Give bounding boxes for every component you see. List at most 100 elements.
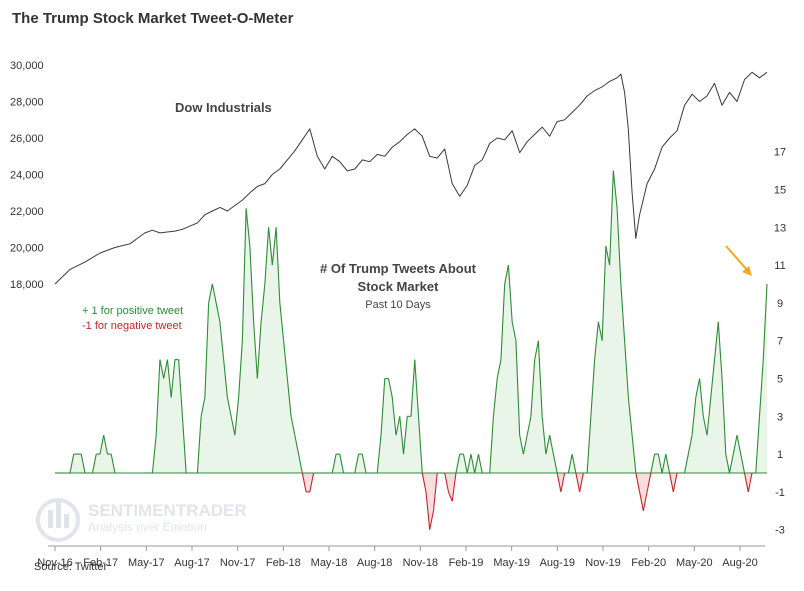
tweets-line-segment: [639, 491, 644, 511]
tweets-line-segment: [268, 227, 273, 266]
tweets-line-segment: [196, 416, 202, 474]
tweets-line-segment: [560, 472, 566, 493]
tweets-series: [55, 170, 768, 530]
chart-title: The Trump Stock Market Tweet-O-Meter: [12, 10, 294, 27]
tweets-line-segment: [706, 397, 712, 436]
tweets-line-segment: [534, 340, 539, 360]
tweets-line-segment: [474, 453, 479, 474]
tweets-line-segment: [283, 340, 288, 379]
tweets-line-segment: [159, 359, 165, 379]
tweets-label-line2: Stock Market: [358, 279, 440, 294]
right-tick-label: -3: [775, 525, 785, 537]
tweets-line-segment: [271, 227, 277, 266]
watermark: SENTIMENTRADER Analysis over Emotion: [36, 498, 247, 542]
x-tick-label: Nov-19: [585, 557, 620, 569]
x-tick-label: Nov-17: [220, 557, 255, 569]
tweets-line-segment: [650, 453, 656, 474]
tweets-line-segment: [354, 453, 360, 474]
tweets-line-segment: [504, 264, 509, 285]
tweets-line-segment: [642, 491, 648, 511]
tweets-line-segment: [743, 472, 749, 493]
tweets-label-line3: Past 10 Days: [365, 299, 431, 311]
left-axis-ticks: 18,000 20,000 22,000 24,000 26,000 28,000 30,0…: [10, 60, 44, 291]
tweets-line-segment: [444, 472, 450, 493]
tweets-line-segment: [661, 453, 667, 474]
tweets-line-segment: [762, 283, 768, 360]
watermark-tagline: Analysis over Emotion: [88, 520, 207, 534]
tweets-line-segment: [496, 359, 502, 379]
right-tick-label: 9: [777, 298, 783, 310]
tweets-line-segment: [80, 453, 86, 474]
tweets-line-segment: [238, 340, 243, 398]
tweets-line-segment: [155, 359, 161, 436]
tweets-line-segment: [166, 359, 172, 398]
arrow-icon: [725, 245, 752, 276]
tweets-line-segment: [402, 416, 408, 455]
tweets-line-segment: [684, 453, 689, 474]
tweets-line-segment: [657, 453, 663, 474]
tweets-line-segment: [725, 453, 731, 474]
tweets-line-segment: [223, 359, 228, 398]
tweets-line-segment: [691, 397, 697, 436]
tweets-line-segment: [294, 435, 300, 455]
tweets-line-segment: [687, 435, 693, 455]
tweets-line-segment: [219, 321, 225, 360]
tweets-line-segment: [256, 321, 262, 379]
left-tick-label: 30,000: [10, 60, 44, 72]
x-tick-label: May-17: [128, 557, 165, 569]
tweets-line-segment: [624, 340, 629, 398]
tweets-line-segment: [537, 340, 543, 417]
tweets-line-segment: [552, 453, 558, 474]
tweets-line-segment: [470, 453, 476, 474]
tweets-line-segment: [376, 435, 382, 474]
tweets-line-segment: [298, 453, 303, 474]
tweets-line-segment: [200, 397, 206, 417]
tweets-line-segment: [421, 472, 427, 493]
tweets-line-segment: [432, 472, 438, 511]
right-tick-label: 5: [777, 374, 783, 386]
tweets-line-segment: [545, 435, 551, 455]
tweets-line-segment: [151, 435, 157, 474]
x-tick-label: Nov-16: [37, 557, 72, 569]
tweets-line-segment: [226, 397, 232, 417]
tweets-line-segment: [747, 472, 753, 493]
tweets-line-segment: [241, 208, 247, 341]
tweets-line-segment: [245, 208, 251, 247]
tweets-line-segment: [215, 302, 221, 322]
tweets-line-segment: [451, 472, 457, 502]
tweets-line-segment: [339, 453, 345, 474]
tweets-line-segment: [612, 170, 618, 209]
dow-label: Dow Industrials: [175, 100, 272, 115]
tweets-line-segment: [249, 246, 255, 322]
tweets-line-segment: [646, 472, 652, 493]
tweets-positive-area: [55, 170, 767, 473]
x-tick-label: Feb-20: [631, 557, 666, 569]
tweets-line-segment: [695, 378, 701, 398]
tweets-line-segment: [414, 359, 420, 417]
x-tick-label: Feb-19: [449, 557, 484, 569]
tweets-line-segment: [717, 321, 723, 379]
tweets-line-segment: [579, 472, 584, 493]
tweets-line-segment: [586, 416, 592, 474]
tweets-line-segment: [395, 416, 401, 436]
tweets-line-segment: [429, 510, 435, 530]
tweets-line-segment: [541, 416, 547, 455]
right-tick-label: 17: [774, 147, 786, 159]
x-tick-label: May-18: [311, 557, 348, 569]
right-tick-label: -1: [775, 487, 785, 499]
left-tick-label: 28,000: [10, 97, 44, 109]
tweets-line-segment: [549, 435, 554, 455]
tweets-line-segment: [489, 416, 494, 474]
tweets-line-segment: [477, 453, 483, 474]
tweets-line-segment: [609, 170, 614, 266]
tweets-line-segment: [755, 416, 761, 474]
tweets-line-segment: [669, 472, 674, 493]
tweets-line-segment: [208, 283, 213, 304]
tweets-line-segment: [627, 397, 633, 436]
x-tick-label: Aug-18: [357, 557, 392, 569]
tweets-line-segment: [290, 416, 296, 436]
tweets-line-segment: [391, 397, 397, 436]
tweets-line-segment: [380, 378, 386, 436]
right-tick-label: 15: [774, 185, 786, 197]
